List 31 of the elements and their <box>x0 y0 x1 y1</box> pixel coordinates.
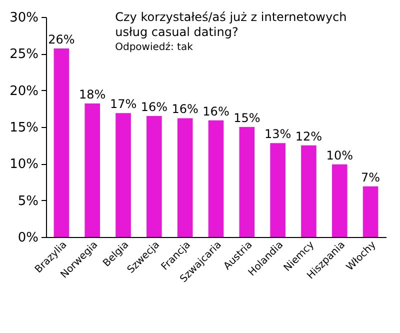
data-label: 16% <box>172 102 198 116</box>
bar <box>208 120 224 237</box>
y-tick-label: 10% <box>10 157 38 172</box>
data-label: 26% <box>48 32 75 47</box>
y-tick-label: 30% <box>10 10 38 26</box>
y-tick-label: 0% <box>18 230 38 246</box>
bar <box>332 164 348 237</box>
bar <box>239 127 255 237</box>
data-label: 12% <box>295 129 322 144</box>
data-label: 17% <box>110 97 137 112</box>
chart-title: Czy korzystałeś/aś już z internetowych usług casual dating? <box>115 10 347 39</box>
y-tick-label: 20% <box>10 84 38 99</box>
bar <box>84 104 100 237</box>
bar <box>116 113 131 237</box>
y-tick-label: 5% <box>18 194 38 209</box>
bar <box>146 116 162 237</box>
text: Odpowiedź: tak <box>115 41 194 53</box>
data-label: 15% <box>234 111 260 125</box>
y-tick-label: 15% <box>10 120 38 136</box>
data-label: 16% <box>202 104 230 118</box>
bar <box>301 145 316 237</box>
data-label: 10% <box>326 148 353 162</box>
y-tick-label: 25% <box>10 47 38 62</box>
data-label: 13% <box>264 127 292 142</box>
data-label: 18% <box>79 88 106 102</box>
bar <box>54 48 70 237</box>
bar <box>270 143 286 237</box>
bar <box>177 118 193 237</box>
data-label: 16% <box>140 100 168 114</box>
data-label: 7% <box>361 170 380 184</box>
bar <box>362 186 378 237</box>
